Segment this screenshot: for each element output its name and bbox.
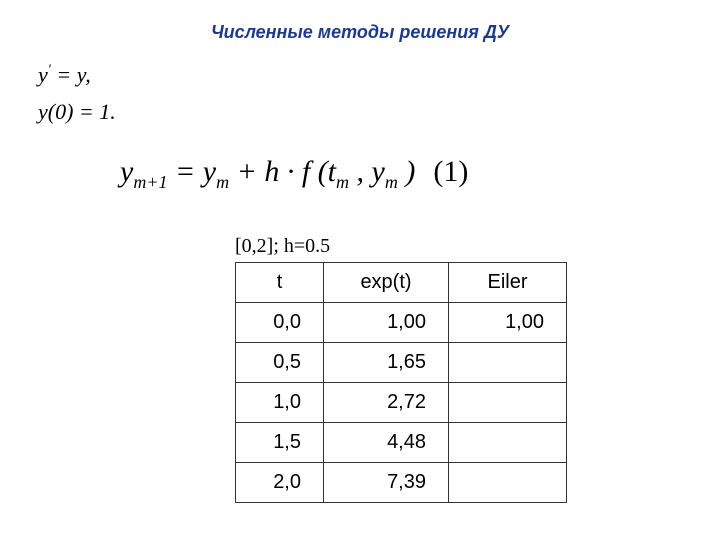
equation-y-prime: y′ = y, (38, 58, 116, 91)
header-eiler: Eiler (449, 263, 567, 303)
cell-exp: 7,39 (324, 463, 449, 503)
cell-exp: 2,72 (324, 383, 449, 423)
table-row: 0,0 1,00 1,00 (236, 303, 567, 343)
cell-exp: 1,00 (324, 303, 449, 343)
cell-t: 1,0 (236, 383, 324, 423)
page-title: Численные методы решения ДУ (0, 0, 720, 43)
table-row: 0,5 1,65 (236, 343, 567, 383)
table-row: 1,5 4,48 (236, 423, 567, 463)
cell-t: 0,5 (236, 343, 324, 383)
table-row: 1,0 2,72 (236, 383, 567, 423)
cell-t: 2,0 (236, 463, 324, 503)
cell-t: 0,0 (236, 303, 324, 343)
cell-eiler (449, 343, 567, 383)
table-row: 2,0 7,39 (236, 463, 567, 503)
header-t: t (236, 263, 324, 303)
euler-formula: ym+1 = ym + h · f (tm , ym )(1) (120, 155, 468, 193)
cell-eiler (449, 463, 567, 503)
equation-y-zero: y(0) = 1. (38, 95, 116, 128)
header-exp: exp(t) (324, 263, 449, 303)
initial-conditions: y′ = y, y(0) = 1. (38, 58, 116, 128)
euler-table: t exp(t) Eiler 0,0 1,00 1,00 0,5 1,65 1,… (235, 262, 567, 503)
cell-t: 1,5 (236, 423, 324, 463)
table-header-row: t exp(t) Eiler (236, 263, 567, 303)
cell-exp: 4,48 (324, 423, 449, 463)
cell-exp: 1,65 (324, 343, 449, 383)
cell-eiler (449, 383, 567, 423)
interval-step-label: [0,2]; h=0.5 (235, 235, 330, 258)
cell-eiler (449, 423, 567, 463)
cell-eiler: 1,00 (449, 303, 567, 343)
